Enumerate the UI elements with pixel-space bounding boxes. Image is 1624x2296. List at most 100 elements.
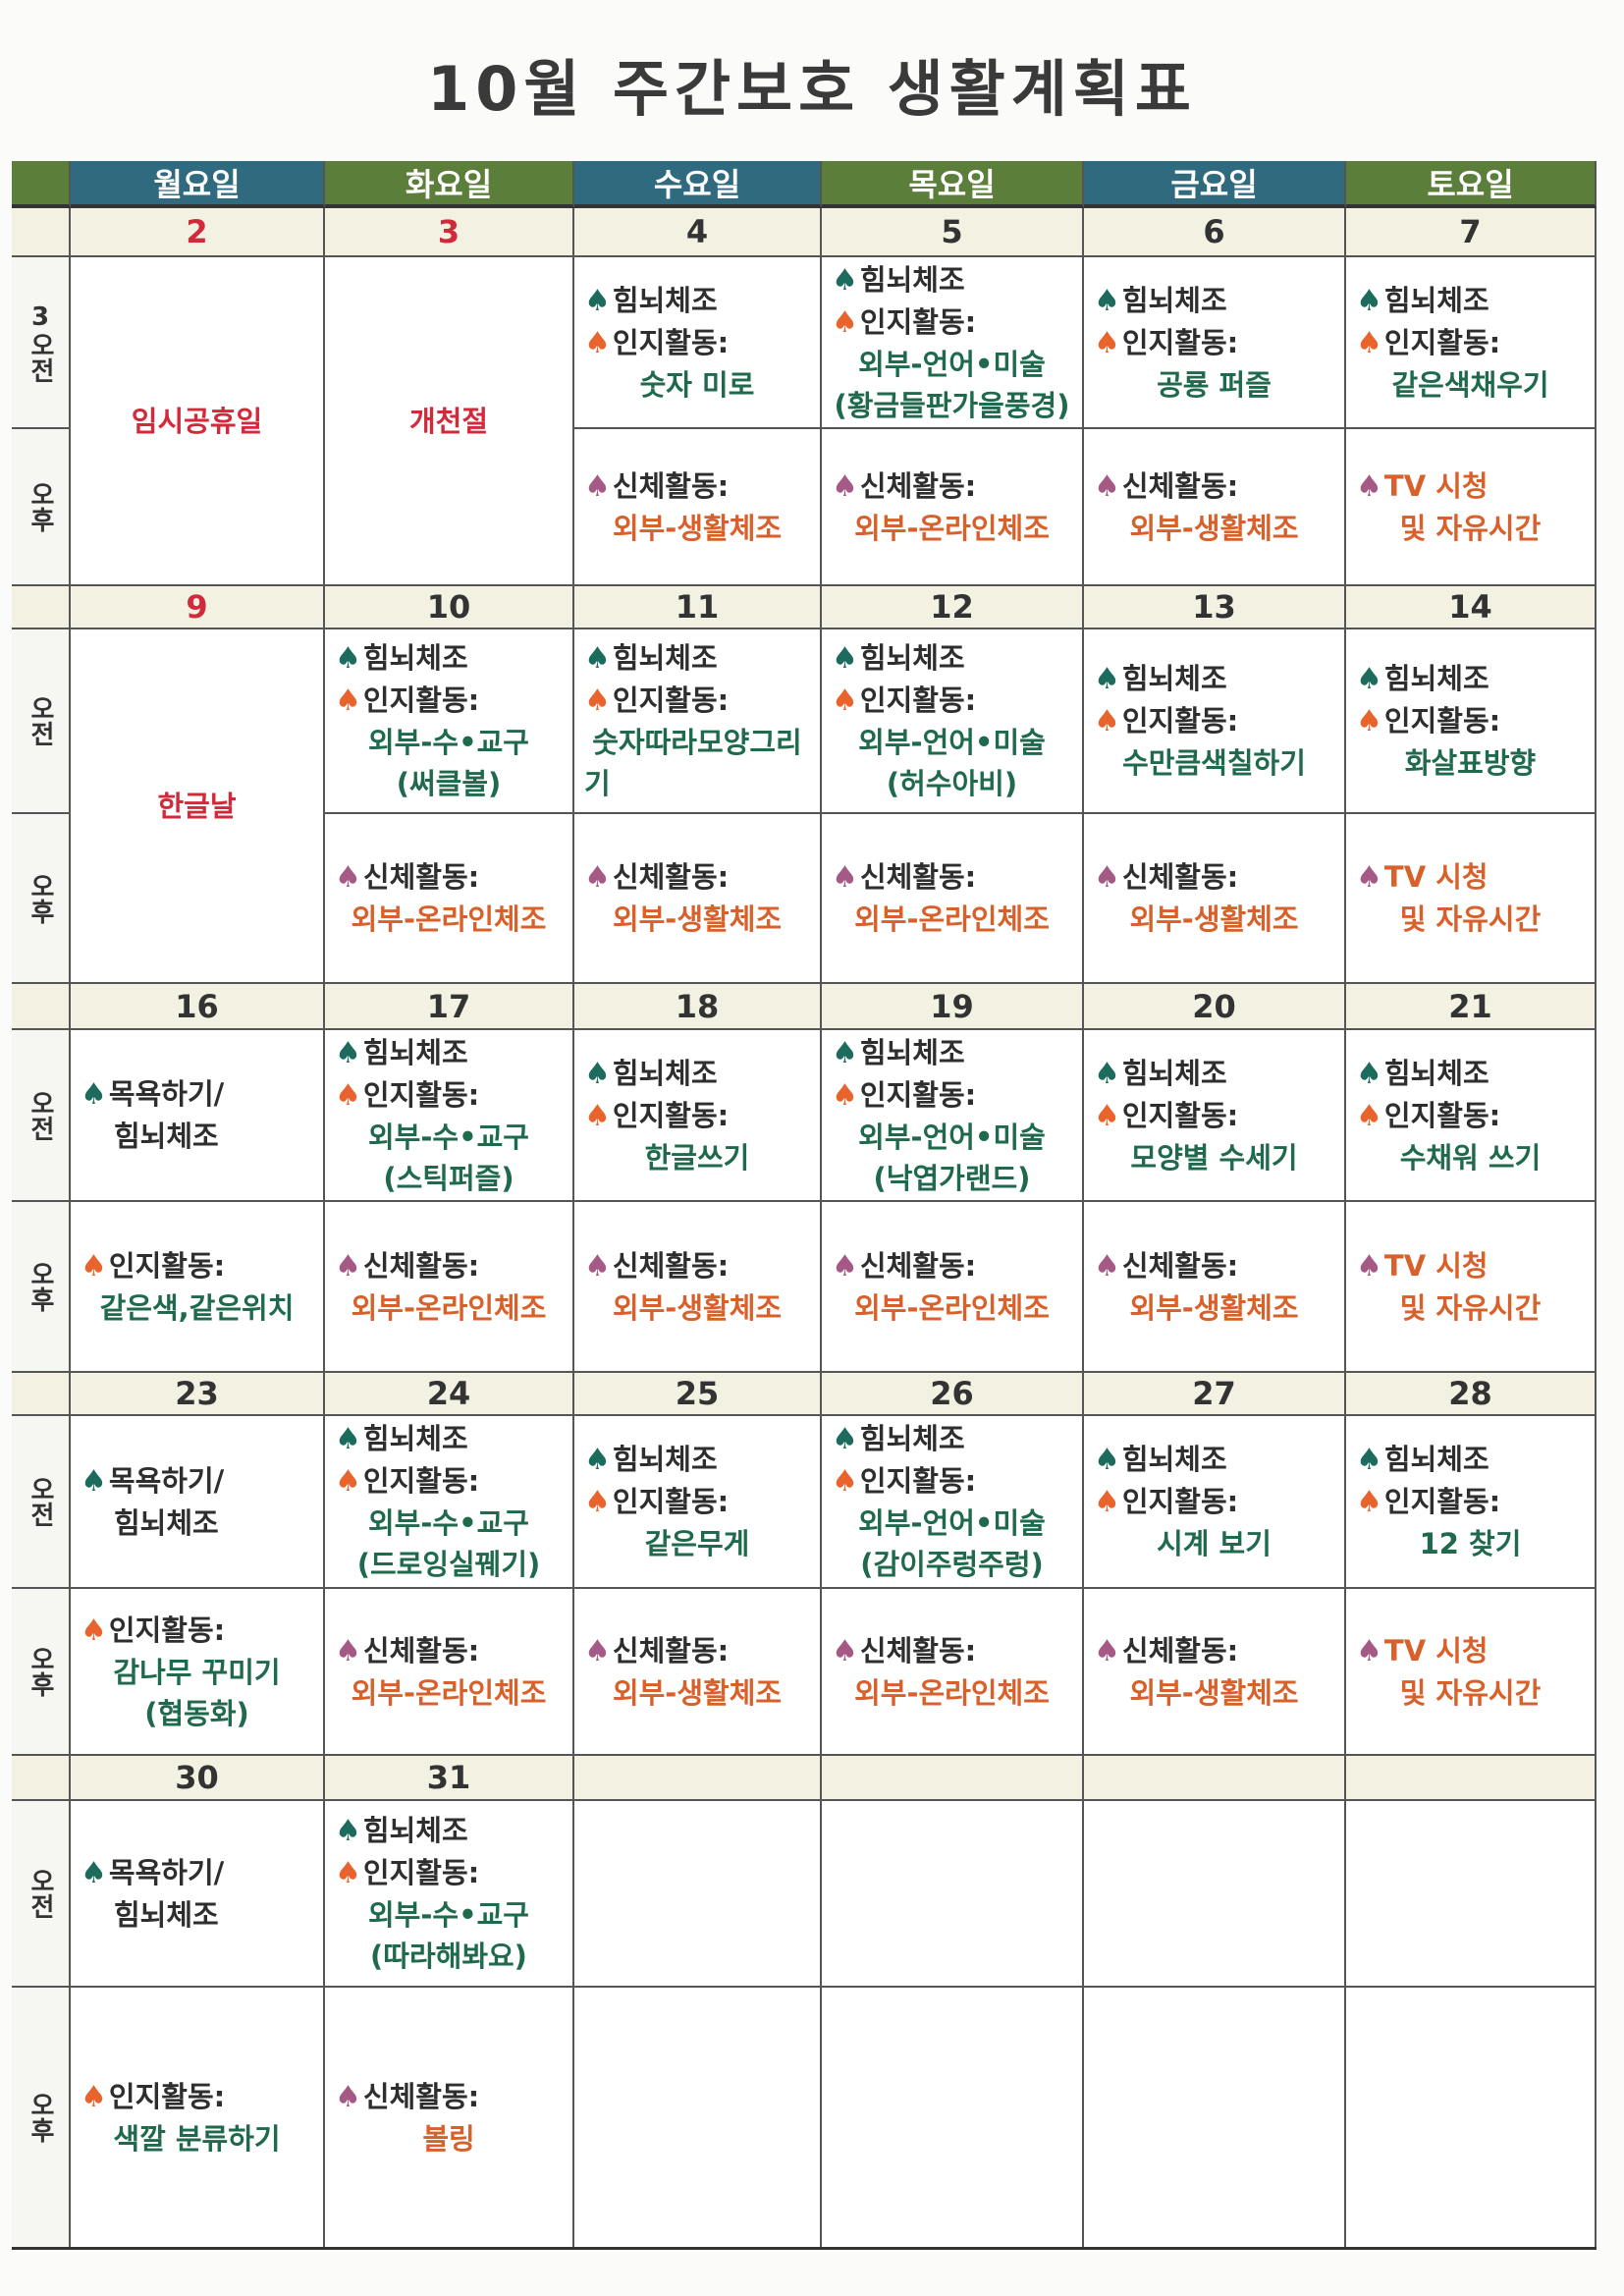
pm-activity-cell: ♠신체활동: 외부-생활체조 [574,1589,822,1756]
am-activity-cell: ♠힘뇌체조 ♠인지활동: 숫자 미로 [574,257,822,429]
activity-line: ♠인지활동: [1356,1095,1585,1137]
spade-icon: ♠ [1356,283,1382,318]
spade-icon: ♠ [1094,468,1120,504]
activity-text: 외부-언어•미술 [858,1506,1046,1540]
am-label-text: 오전 [26,1476,55,1527]
activity-text: 힘뇌체조 [362,641,468,675]
activity-line: ♠신체활동: [335,1630,563,1672]
activity-text: 신체활동: [1121,860,1239,894]
activity-line: ♠목욕하기/ [81,1460,313,1503]
activity-text: 및 자유시간 [1399,1675,1542,1710]
spade-icon: ♠ [584,1485,611,1519]
date-number: 2 [186,213,208,250]
activity-line: ♠힘뇌체조 [1094,1439,1334,1481]
day-header: 수요일 [574,161,822,208]
spade-icon: ♠ [584,641,611,676]
am-row-label: 오전 [12,629,71,814]
activity-line: ♠신체활동: [1094,1245,1334,1287]
activity-line: (황금들판가을풍경) [832,385,1072,426]
activity-text: (황금들판가을풍경) [834,388,1070,422]
date-cell: 28 [1346,1373,1597,1416]
activity-line: 외부-온라인체조 [832,1672,1072,1714]
pm-activity-cell: ♠TV 시청 및 자유시간 [1346,1589,1597,1756]
activity-line: ♠인지활동: [1356,322,1585,364]
date-number: 20 [1192,987,1236,1025]
activity-line: 외부-온라인체조 [832,899,1072,940]
activity-line: ♠인지활동: [1094,700,1334,742]
activity-line: ♠인지활동: [81,2076,313,2118]
activity-line: ♠인지활동: [584,322,810,364]
activity-line: ♠인지활동: [1094,1481,1334,1523]
am-activity-cell: ♠목욕하기/힘뇌체조 [71,1801,325,1988]
am-label-text: 오전 [26,1089,55,1141]
spade-icon: ♠ [1356,1443,1382,1477]
am-row-label: 3오전 [12,257,71,429]
activity-text: 신체활동: [612,860,730,894]
activity-text: 힘뇌체조 [1383,1056,1489,1090]
am-activity-cell: ♠힘뇌체조 ♠인지활동: 한글쓰기 [574,1030,822,1202]
date-number: 30 [175,1759,219,1796]
activity-text: 힘뇌체조 [1383,1443,1489,1476]
activity-line: ♠인지활동: [1356,1481,1585,1523]
date-cell [1084,1756,1346,1801]
day-header: 금요일 [1084,161,1346,208]
am-activity-cell: ♠힘뇌체조 ♠인지활동: 수만큼색칠하기 [1084,629,1346,814]
activity-line: ♠힘뇌체조 [1094,280,1334,322]
activity-text: 외부-수•교구 [368,726,529,759]
activity-text: (써클볼) [396,767,502,800]
date-cell: 3 [325,208,574,257]
spade-icon: ♠ [832,262,858,298]
activity-text: 인지활동: [859,304,977,339]
date-cell [1346,1756,1597,1801]
activity-line: 외부-언어•미술 [832,1117,1072,1158]
pm-activity-cell: ♠TV 시청 및 자유시간 [1346,1202,1597,1373]
activity-text: 외부-언어•미술 [858,1120,1046,1154]
spade-icon: ♠ [81,1855,107,1890]
activity-line: 및 자유시간 [1356,1672,1585,1714]
date-number: 27 [1192,1375,1236,1412]
activity-line: (협동화) [81,1693,313,1734]
am-activity-cell [1084,1801,1346,1988]
activity-line: 및 자유시간 [1356,1287,1585,1329]
activity-text: 같은색채우기 [1391,367,1549,402]
activity-text: 12 찾기 [1419,1527,1522,1560]
activity-text: 힘뇌체조 [1383,283,1489,317]
activity-text: 인지활동: [108,1248,226,1283]
spade-icon: ♠ [832,1464,858,1499]
am-activity-cell: ♠힘뇌체조 ♠인지활동: 외부-언어•미술 (허수아비) [822,629,1084,814]
activity-text: 힘뇌체조 [612,641,718,675]
activity-line: ♠힘뇌체조 [832,1418,1072,1460]
pm-activity-cell: ♠신체활동: 외부-온라인체조 [822,1589,1084,1756]
spade-icon: ♠ [584,1056,611,1091]
spade-icon: ♠ [1356,860,1382,895]
activity-text: 색깔 분류하기 [113,2121,281,2156]
pm-activity-cell: ♠신체활동: 외부-생활체조 [1084,814,1346,984]
activity-line: ♠신체활동: [832,1245,1072,1287]
pm-activity-cell: ♠신체활동: 외부-생활체조 [574,814,822,984]
spade-icon: ♠ [584,468,611,504]
date-number: 23 [175,1375,219,1412]
activity-line: ♠힘뇌체조 [832,259,1072,301]
am-activity-cell: ♠힘뇌체조 ♠인지활동: 외부-언어•미술 (감이주렁주렁) [822,1416,1084,1589]
activity-text: 같은무게 [644,1527,750,1560]
spade-icon: ♠ [584,860,611,895]
activity-line: ♠신체활동: [832,465,1072,508]
activity-text: (협동화) [144,1696,249,1730]
spade-icon: ♠ [1094,1633,1120,1668]
activity-text: 인지활동: [1383,1485,1501,1518]
activity-text: 같은색,같은위치 [99,1290,295,1325]
spade-icon: ♠ [1356,1248,1382,1284]
activity-line: 화살표방향 [1356,742,1585,784]
activity-text: 인지활동: [612,1098,730,1132]
activity-line: ♠인지활동: [335,1460,563,1503]
pm-row-label: 오후 [12,1202,71,1373]
spade-icon: ♠ [832,860,858,895]
activity-text: 신체활동: [859,1633,977,1667]
activity-text: 인지활동: [1121,1098,1239,1132]
activity-line: ♠인지활동: [335,680,563,722]
date-cell: 7 [1346,208,1597,257]
pm-activity-cell: ♠신체활동: 외부-생활체조 [1084,429,1346,586]
activity-line: ♠TV 시청 [1356,465,1585,508]
spade-icon: ♠ [832,1422,858,1456]
spade-icon: ♠ [335,683,361,718]
